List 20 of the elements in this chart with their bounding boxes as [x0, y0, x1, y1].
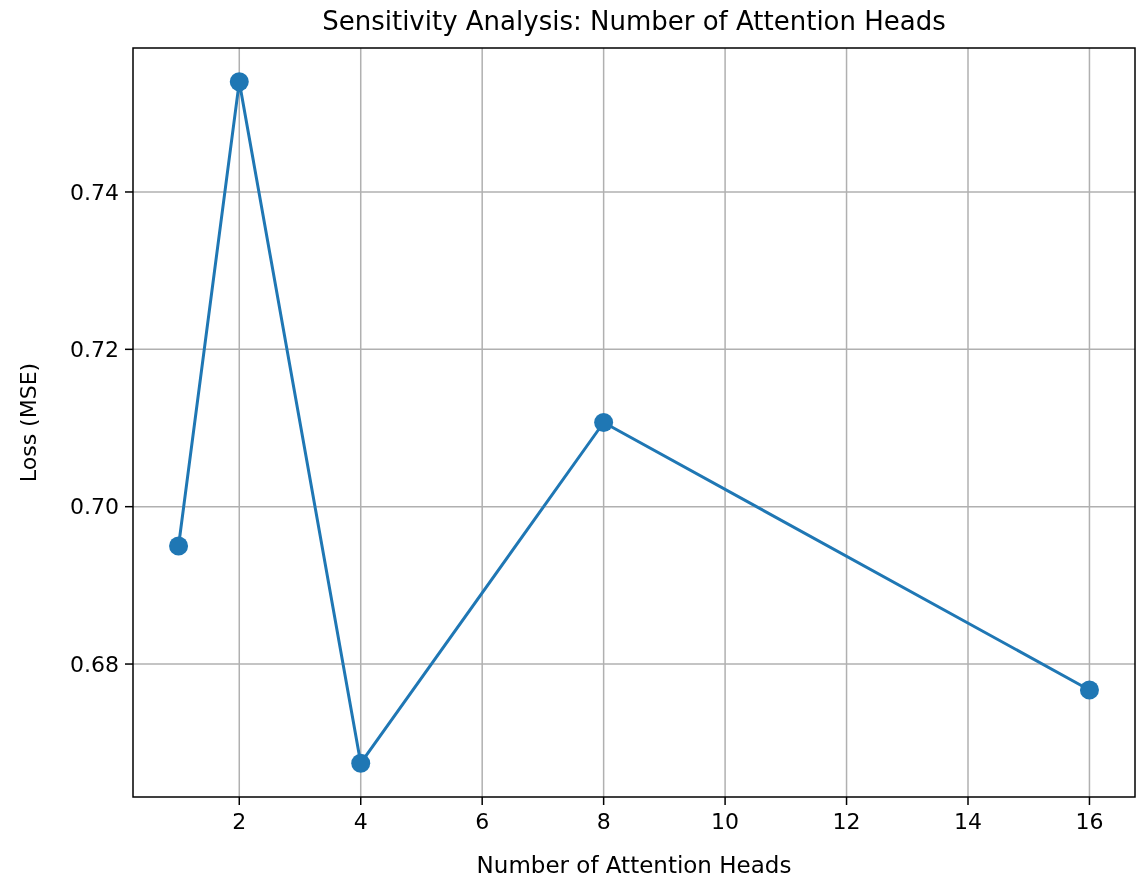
y-tick-label: 0.74	[70, 179, 119, 205]
y-tick-label: 0.70	[70, 494, 119, 520]
point	[169, 536, 189, 556]
y-tick-label: 0.68	[70, 651, 119, 677]
point	[351, 753, 371, 773]
x-tick-label: 10	[711, 809, 740, 834]
point	[594, 413, 614, 432]
x-tick-label: 8	[596, 809, 611, 834]
x-tick-label: 4	[353, 809, 368, 834]
y-axis-title: Loss (MSE)	[16, 362, 41, 483]
chart-title: Sensitivity Analysis: Number of Attention Heads	[322, 6, 946, 36]
x-tick-label: 12	[832, 809, 861, 834]
x-axis-title: Number of Attention Heads	[476, 852, 792, 878]
x-tick-label: 2	[232, 809, 247, 834]
y-tick-label: 0.72	[70, 337, 119, 363]
x-tick-label: 14	[954, 809, 982, 834]
x-tick-label: 6	[475, 809, 490, 834]
point	[1079, 680, 1099, 700]
x-tick-label: 16	[1075, 809, 1104, 834]
point	[229, 72, 249, 92]
